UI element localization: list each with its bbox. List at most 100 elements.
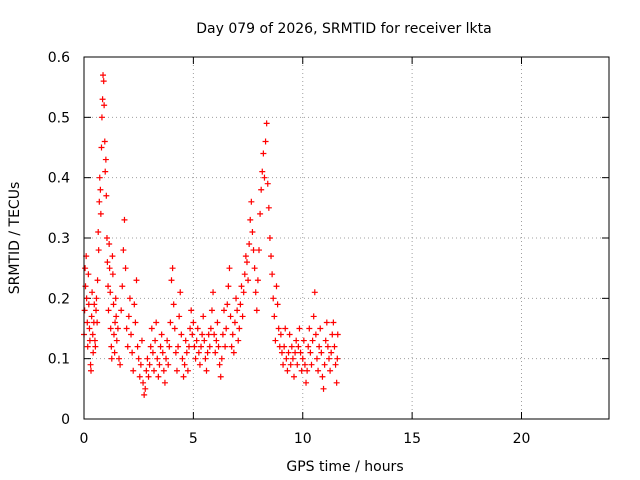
data-point xyxy=(263,120,270,127)
data-point xyxy=(216,361,223,368)
y-tick-label: 0.5 xyxy=(48,110,70,126)
data-point xyxy=(259,168,266,175)
data-point xyxy=(217,373,224,380)
data-point xyxy=(300,337,307,344)
data-point xyxy=(140,379,147,386)
data-point xyxy=(156,361,163,368)
data-point xyxy=(261,174,268,181)
tick-layer: 0 0.1 0.2 0.3 0.4 0.5 0.6 0 5 10 15 20 xyxy=(48,50,609,447)
data-point xyxy=(260,150,267,157)
data-point xyxy=(281,343,288,350)
data-point xyxy=(109,253,116,260)
data-point xyxy=(250,247,257,254)
data-point xyxy=(184,367,191,374)
data-point xyxy=(292,349,299,356)
data-point xyxy=(124,343,131,350)
data-point xyxy=(319,373,326,380)
data-point xyxy=(147,343,154,350)
data-point xyxy=(224,301,231,308)
data-point xyxy=(243,259,250,266)
data-point xyxy=(231,319,238,326)
data-point xyxy=(309,337,316,344)
data-point xyxy=(113,313,120,320)
data-point xyxy=(324,343,331,350)
data-point xyxy=(257,210,264,217)
y-tick-label: 0.2 xyxy=(48,291,70,307)
data-point xyxy=(205,331,212,338)
data-point xyxy=(293,337,300,344)
data-point xyxy=(173,367,180,374)
data-point xyxy=(172,349,179,356)
data-point xyxy=(283,355,290,362)
data-point xyxy=(148,325,155,332)
data-point xyxy=(128,331,135,338)
data-point xyxy=(196,361,203,368)
data-point xyxy=(168,277,175,284)
y-tick-label: 0.3 xyxy=(48,231,70,247)
data-point xyxy=(177,289,184,296)
data-point xyxy=(227,313,234,320)
data-point xyxy=(287,361,294,368)
data-point xyxy=(235,337,242,344)
data-point xyxy=(330,319,337,326)
data-point xyxy=(334,331,341,338)
data-point xyxy=(112,295,119,302)
data-point xyxy=(93,307,100,314)
data-point xyxy=(86,325,93,332)
data-point xyxy=(163,355,170,362)
data-point xyxy=(238,283,245,290)
data-point xyxy=(206,343,213,350)
x-tick-label: 0 xyxy=(80,431,89,447)
data-point xyxy=(91,337,98,344)
data-point xyxy=(234,307,241,314)
x-tick-label: 5 xyxy=(189,431,198,447)
data-point xyxy=(269,271,276,278)
data-point xyxy=(204,349,211,356)
data-point xyxy=(130,367,137,374)
data-point xyxy=(105,283,112,290)
data-point xyxy=(85,271,92,278)
data-point xyxy=(207,325,214,332)
data-point xyxy=(188,307,195,314)
data-point xyxy=(317,325,324,332)
data-point xyxy=(108,343,115,350)
data-point xyxy=(157,343,164,350)
data-point xyxy=(126,295,133,302)
data-point xyxy=(203,367,210,374)
data-point xyxy=(102,168,109,175)
data-point xyxy=(282,325,289,332)
data-point xyxy=(118,307,125,314)
data-point xyxy=(303,379,310,386)
data-point xyxy=(81,307,88,314)
data-point xyxy=(198,343,205,350)
x-tick-label: 15 xyxy=(403,431,421,447)
data-point xyxy=(100,72,107,79)
data-point xyxy=(308,361,315,368)
data-point xyxy=(187,325,194,332)
data-point xyxy=(193,337,200,344)
data-point xyxy=(315,367,322,374)
data-point xyxy=(312,331,319,338)
data-point xyxy=(228,343,235,350)
data-point xyxy=(110,301,117,308)
data-point xyxy=(242,253,249,260)
data-point xyxy=(98,114,105,121)
data-point xyxy=(125,313,132,320)
data-point xyxy=(141,391,148,398)
data-point xyxy=(105,307,112,314)
data-point xyxy=(323,319,330,326)
data-point xyxy=(183,349,190,356)
y-axis-label: SRMTID / TECUs xyxy=(7,182,23,295)
data-point xyxy=(181,361,188,368)
data-point xyxy=(194,325,201,332)
data-point xyxy=(121,216,128,223)
data-point xyxy=(92,343,99,350)
data-point xyxy=(233,295,240,302)
data-point xyxy=(122,265,129,272)
data-point xyxy=(152,337,159,344)
data-point xyxy=(94,277,101,284)
data-point xyxy=(135,355,142,362)
data-point xyxy=(165,361,172,368)
